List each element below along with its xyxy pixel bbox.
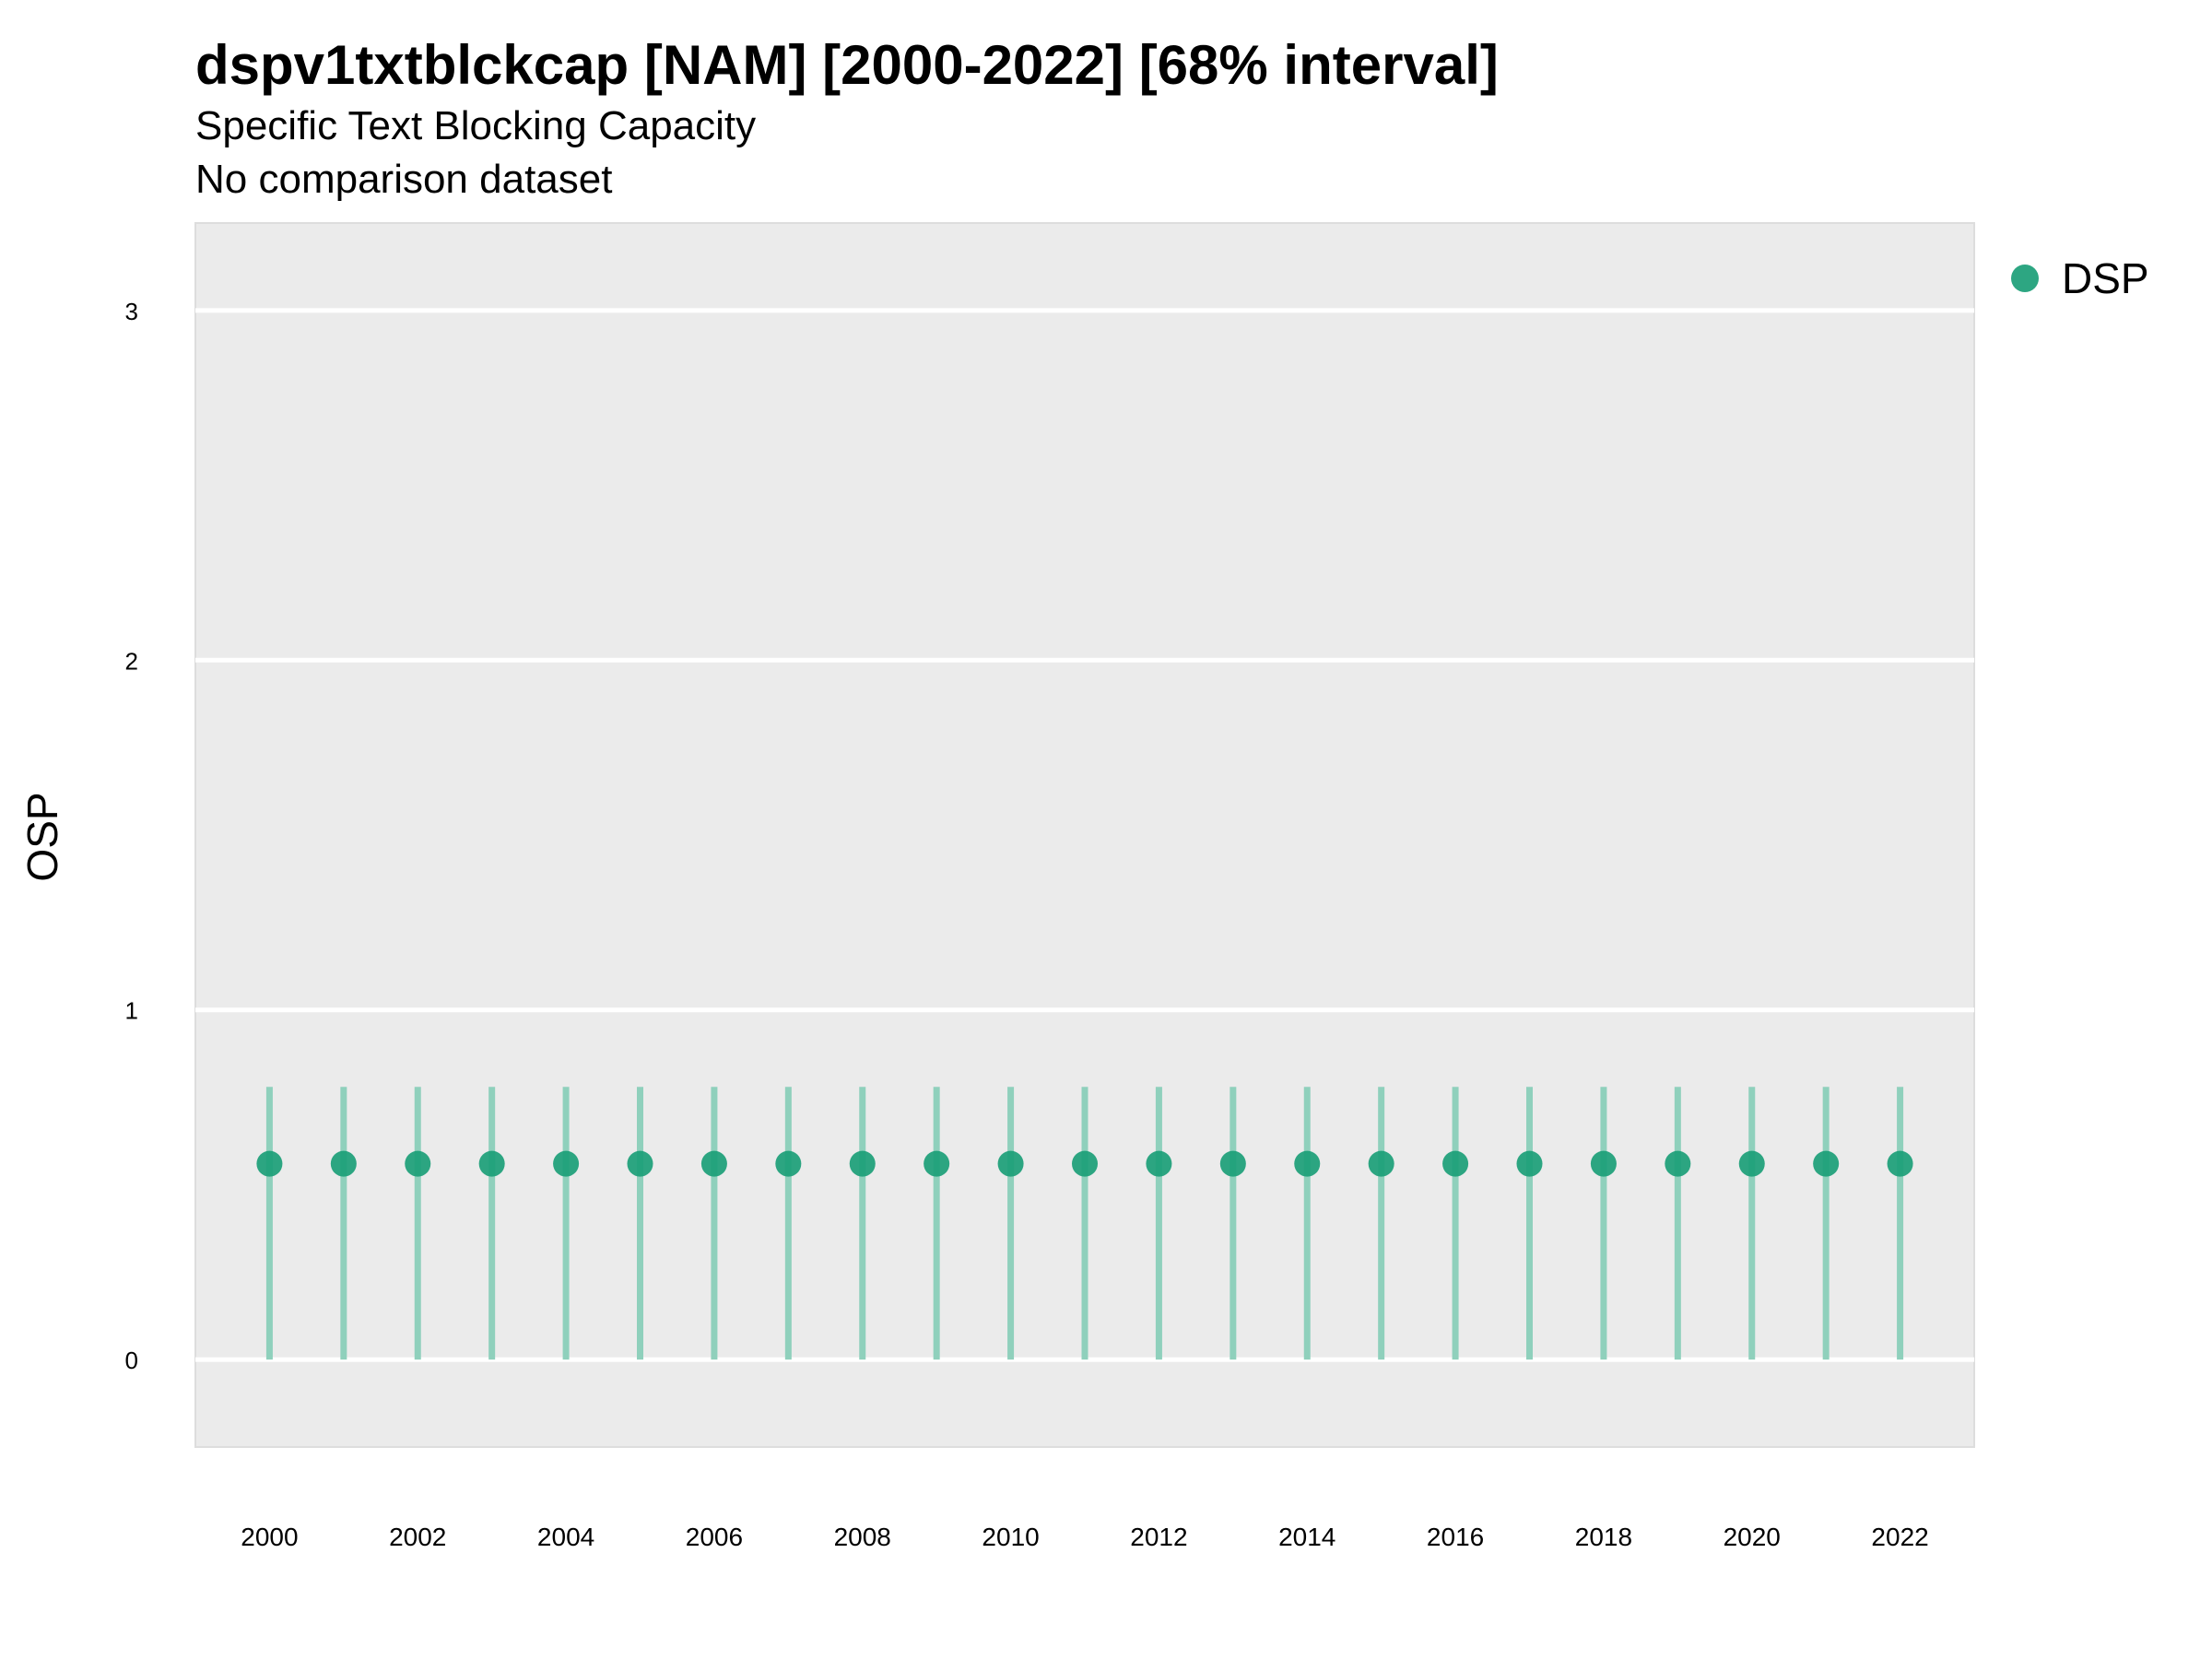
x-tick-label: 2002 (389, 1523, 446, 1551)
x-tick-label: 2004 (537, 1523, 594, 1551)
data-point (1738, 1150, 1765, 1177)
chart-caption: No comparison dataset (195, 157, 613, 202)
x-tick-label: 2010 (982, 1523, 1039, 1551)
x-axis-ticks: 2000 2002 2004 2006 2008 2010 2012 2014 2016 2018… (241, 1523, 1928, 1551)
legend-key-dsp (2011, 265, 2039, 292)
data-point (1665, 1150, 1691, 1177)
x-tick-label: 2014 (1278, 1523, 1335, 1551)
chart-title: dspv1txtblckcap [NAM] [2000-2022] [68% i… (195, 34, 1499, 96)
x-tick-label: 2016 (1427, 1523, 1484, 1551)
y-axis-ticks: 0 1 2 3 (125, 298, 138, 1374)
y-tick-label: 0 (125, 1347, 138, 1374)
data-point (1219, 1150, 1246, 1177)
y-axis-label: OSP (18, 792, 66, 881)
data-point (700, 1150, 727, 1177)
data-point (1442, 1150, 1469, 1177)
y-tick-label: 1 (125, 997, 138, 1025)
data-point (1887, 1150, 1913, 1177)
data-point (997, 1150, 1024, 1177)
chart-subtitle: Specific Text Blocking Capacity (195, 103, 757, 148)
legend: DSP (2011, 254, 2149, 302)
x-tick-label: 2006 (686, 1523, 743, 1551)
data-point (330, 1150, 357, 1177)
data-points (256, 1150, 1913, 1177)
data-point (405, 1150, 431, 1177)
data-point (256, 1150, 283, 1177)
data-point (1294, 1150, 1321, 1177)
data-point (553, 1150, 580, 1177)
data-point (627, 1150, 653, 1177)
data-point (478, 1150, 505, 1177)
data-point (775, 1150, 802, 1177)
x-tick-label: 2000 (241, 1523, 298, 1551)
x-tick-label: 2020 (1724, 1523, 1781, 1551)
data-point (849, 1150, 876, 1177)
x-tick-label: 2022 (1871, 1523, 1928, 1551)
y-tick-label: 2 (125, 647, 138, 675)
interval-bars (265, 1087, 1904, 1360)
data-point (924, 1150, 950, 1177)
data-point (1072, 1150, 1098, 1177)
x-tick-label: 2012 (1130, 1523, 1187, 1551)
x-tick-label: 2018 (1575, 1523, 1632, 1551)
y-tick-label: 3 (125, 298, 138, 325)
data-point (1590, 1150, 1617, 1177)
x-tick-label: 2008 (834, 1523, 891, 1551)
data-point (1813, 1150, 1840, 1177)
legend-label-dsp: DSP (2062, 254, 2149, 302)
data-point (1516, 1150, 1543, 1177)
data-point (1368, 1150, 1394, 1177)
data-point (1146, 1150, 1172, 1177)
